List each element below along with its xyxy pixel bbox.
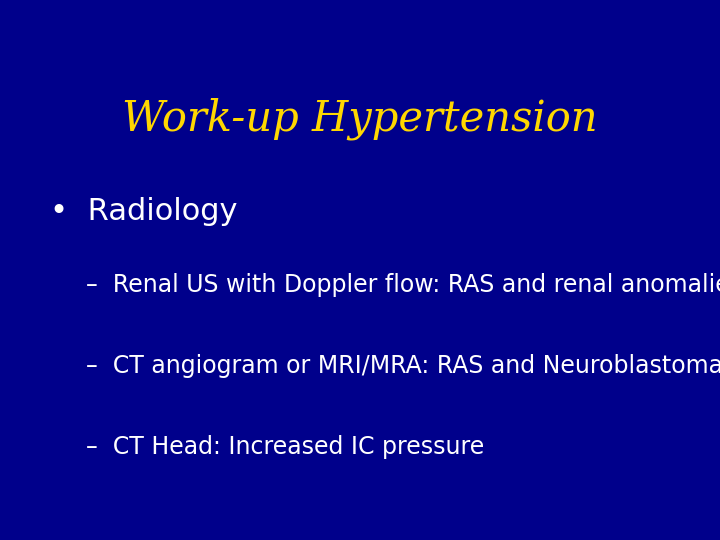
Text: •  Radiology: • Radiology xyxy=(50,197,238,226)
Text: –  CT angiogram or MRI/MRA: RAS and Neuroblastoma: – CT angiogram or MRI/MRA: RAS and Neuro… xyxy=(86,354,720,377)
Text: Work-up Hypertension: Work-up Hypertension xyxy=(122,97,598,140)
Text: –  CT Head: Increased IC pressure: – CT Head: Increased IC pressure xyxy=(86,435,485,458)
Text: –  Renal US with Doppler flow: RAS and renal anomalies: – Renal US with Doppler flow: RAS and re… xyxy=(86,273,720,296)
